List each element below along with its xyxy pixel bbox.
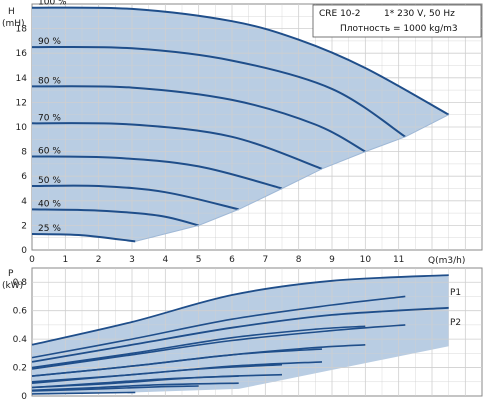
head-grid — [32, 4, 482, 250]
power-ylabel: P — [8, 269, 14, 279]
speed-curve — [31, 6, 450, 116]
power-curves — [31, 274, 449, 395]
power-yunit: (kW) — [2, 281, 23, 291]
speed-label: 70 % — [38, 113, 61, 123]
q-x-tick: 9 — [329, 255, 335, 265]
head-y-tick: 10 — [16, 123, 28, 133]
info-supply: 1* 230 V, 50 Hz — [384, 9, 455, 19]
head-yunit: (mH) — [2, 19, 25, 29]
info-model: CRE 10-2 — [319, 9, 361, 19]
head-y-tick: 14 — [16, 74, 28, 84]
power-speed-curve — [31, 363, 283, 384]
speed-label: 40 % — [38, 199, 61, 209]
p2-label: P2 — [450, 318, 461, 328]
power-envelope-fill — [32, 275, 449, 394]
head-y-tick: 8 — [21, 148, 27, 158]
q-x-tick: 11 — [393, 255, 404, 265]
power-y-ticks: 0 0.2 0.4 0.6 0.8 — [13, 278, 28, 400]
speed-curve — [31, 208, 199, 227]
info-box-frame — [312, 4, 482, 38]
speed-curve — [31, 122, 323, 170]
power-speed-curve — [31, 348, 323, 377]
speed-curve — [31, 45, 406, 138]
head-curve-labels: 100 % 90 % 80 % 70 % 60 % 50 % 40 % 25 % — [38, 0, 67, 234]
power-speed-curve — [31, 375, 239, 389]
power-y-tick: 0 — [21, 392, 27, 400]
head-y-ticks: 0 2 4 6 8 10 12 14 16 18 — [16, 25, 28, 256]
head-y-tick: 0 — [21, 246, 27, 256]
head-envelope-fill — [32, 7, 449, 242]
head-panel: 100 % 90 % 80 % 70 % 60 % 50 % 40 % 25 % 0 2 4 6 8 1… — [2, 0, 483, 266]
speed-label: 80 % — [38, 76, 61, 86]
power-y-tick: 0.2 — [13, 364, 27, 374]
q-x-tick: 8 — [296, 255, 302, 265]
speed-label: 100 % — [38, 0, 67, 8]
speed-label: 50 % — [38, 176, 61, 186]
q-x-tick: 3 — [129, 255, 135, 265]
power-y-tick: 0.6 — [13, 307, 28, 317]
head-y-tick: 4 — [21, 197, 27, 207]
head-ylabel: H — [8, 7, 15, 17]
q-x-tick: 7 — [262, 255, 268, 265]
q-x-tick: 0 — [29, 255, 35, 265]
q-x-tick: 4 — [162, 255, 168, 265]
q-x-tick: 2 — [96, 255, 102, 265]
speed-label: 90 % — [38, 37, 61, 47]
p2-curve — [31, 306, 449, 363]
power-speed-curve — [31, 324, 406, 370]
head-y-tick: 18 — [16, 25, 28, 35]
power-speed-curve — [31, 325, 366, 369]
q-x-tick: 10 — [360, 255, 372, 265]
power-panel: 0 0.2 0.4 0.6 0.8 P (kW) P1 P2 — [2, 267, 483, 400]
head-y-tick: 12 — [16, 98, 27, 108]
speed-label: 60 % — [38, 147, 61, 157]
speed-curve — [31, 184, 239, 211]
q-x-tick: 6 — [229, 255, 235, 265]
power-speed-curve — [31, 295, 406, 359]
power-speed-curve — [31, 391, 136, 395]
q-xunit: Q(m3/h) — [428, 256, 465, 266]
info-box: CRE 10-2 1* 230 V, 50 Hz Плотность = 100… — [312, 4, 482, 38]
power-speed-curve — [31, 382, 239, 392]
head-y-tick: 16 — [16, 49, 28, 59]
max-flow-boundary — [135, 114, 449, 242]
power-y-tick: 0.8 — [13, 278, 28, 288]
head-y-tick: 2 — [21, 221, 27, 231]
info-density: Плотность = 1000 kg/m3 — [340, 24, 458, 34]
power-y-tick: 0.4 — [13, 335, 28, 345]
speed-label: 25 % — [38, 224, 61, 234]
speed-curve — [31, 233, 136, 243]
power-speed-curve — [31, 385, 199, 392]
q-x-tick: 5 — [196, 255, 202, 265]
speed-curve — [31, 85, 366, 153]
p1-curve — [31, 274, 449, 346]
q-x-ticks: 0 1 2 3 4 5 6 7 8 9 10 11 — [29, 255, 404, 265]
p1-label: P1 — [450, 288, 461, 298]
head-curves — [31, 6, 450, 243]
speed-curve — [31, 155, 283, 190]
q-x-tick: 1 — [62, 255, 68, 265]
head-y-tick: 6 — [21, 172, 27, 182]
